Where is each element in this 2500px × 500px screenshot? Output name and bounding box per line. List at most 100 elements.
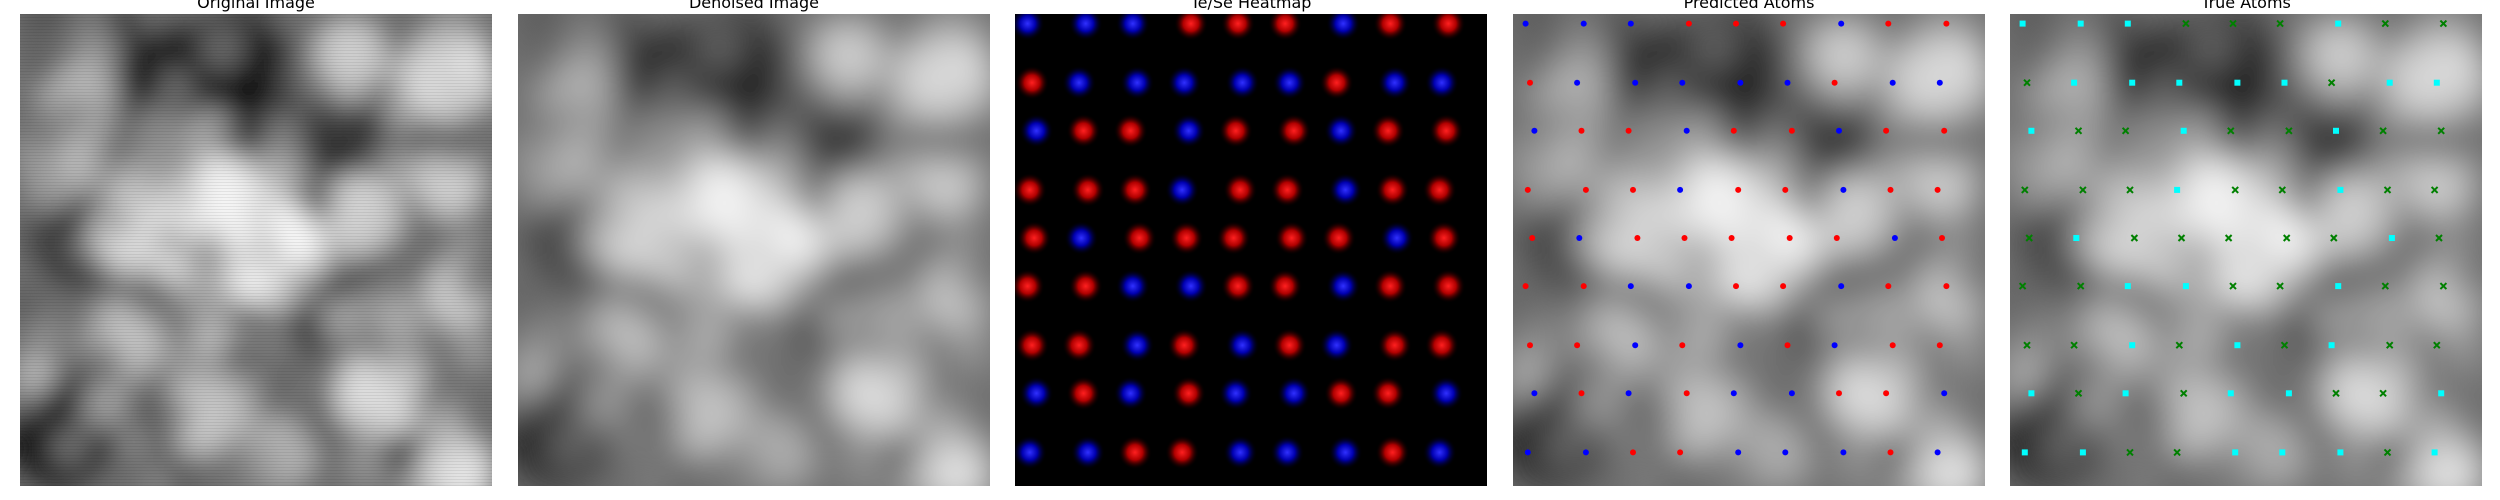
se-heatmap-blob xyxy=(1223,435,1258,470)
true-te-atom xyxy=(2019,20,2026,27)
predicted-te-atom xyxy=(1681,235,1688,241)
true-te-atom xyxy=(2071,79,2078,86)
predicted-te-atom xyxy=(1780,283,1787,290)
te-heatmap-blob xyxy=(1122,221,1157,255)
predicted-te-atom xyxy=(1529,235,1536,241)
predicted-te-atom xyxy=(1782,186,1789,193)
predicted-te-atom xyxy=(1630,186,1636,193)
true-te-atom xyxy=(2122,390,2129,397)
predicted-se-atom xyxy=(1934,449,1941,456)
predicted-te-atom xyxy=(1786,235,1793,241)
predicted-se-atom xyxy=(1632,342,1639,349)
true-se-atom xyxy=(2229,282,2237,290)
predicted-te-atom xyxy=(1887,186,1894,193)
true-se-atom xyxy=(2280,341,2289,349)
predicted-te-atom xyxy=(1784,342,1791,349)
se-heatmap-blob xyxy=(1329,483,1348,486)
predicted-se-atom xyxy=(1936,79,1943,86)
te-heatmap-blob xyxy=(1268,269,1303,304)
true-se-atom xyxy=(2126,448,2134,457)
panel-predicted-atoms: Predicted Atoms xyxy=(1513,0,1985,500)
se-heatmap-blob xyxy=(1171,113,1206,148)
predicted-te-atom xyxy=(1887,449,1894,456)
panel-title: Original Image xyxy=(197,0,315,12)
te-heatmap-blob xyxy=(1371,113,1406,148)
te-heatmap-blob xyxy=(1070,172,1105,207)
true-te-atom xyxy=(2124,283,2131,290)
se-heatmap-blob xyxy=(1113,376,1148,411)
te-heatmap-blob xyxy=(1066,376,1101,411)
se-heatmap-blob xyxy=(1272,65,1307,100)
predicted-atoms-image xyxy=(1513,14,1985,486)
te-heatmap-blob xyxy=(1218,113,1253,148)
predicted-te-atom xyxy=(1677,449,1684,456)
se-heatmap-blob xyxy=(1328,435,1363,470)
se-heatmap-blob xyxy=(1177,483,1196,486)
se-heatmap-blob xyxy=(1326,14,1361,41)
se-heatmap-blob xyxy=(1276,376,1311,411)
true-te-atom xyxy=(2077,20,2084,27)
true-se-atom xyxy=(2130,234,2139,242)
te-heatmap-blob xyxy=(1221,269,1255,304)
te-heatmap-blob xyxy=(1118,172,1152,207)
predicted-te-atom xyxy=(1934,186,1941,193)
se-heatmap-blob xyxy=(1064,221,1099,255)
predicted-te-atom xyxy=(1524,186,1531,193)
predicted-se-atom xyxy=(1889,79,1896,86)
se-heatmap-blob xyxy=(1167,65,1202,100)
predicted-se-atom xyxy=(1574,79,1581,86)
true-se-atom xyxy=(2439,19,2448,28)
se-heatmap-blob xyxy=(1165,172,1200,207)
te-heatmap-blob xyxy=(1066,113,1101,148)
predicted-te-atom xyxy=(1943,283,1950,290)
denoised-image xyxy=(518,14,990,486)
te-heatmap-blob xyxy=(1371,376,1406,411)
panel-title: Denoised Image xyxy=(688,0,820,12)
predicted-te-atom xyxy=(1683,390,1690,397)
true-se-atom xyxy=(2282,234,2291,242)
te-heatmap-blob xyxy=(1431,14,1466,41)
predicted-te-atom xyxy=(1780,20,1787,27)
predicted-te-atom xyxy=(1527,79,1533,86)
true-te-atom xyxy=(2073,235,2080,241)
panel-title: Te/Se Heatmap xyxy=(1190,0,1312,12)
se-heatmap-blob xyxy=(1019,113,1054,148)
se-heatmap-blob xyxy=(1019,376,1054,411)
te-heatmap-blob xyxy=(1216,221,1251,255)
true-se-atom xyxy=(2379,389,2387,398)
true-te-atom xyxy=(2285,390,2292,397)
true-te-atom xyxy=(2182,283,2189,290)
predicted-te-atom xyxy=(1936,342,1943,349)
te-heatmap-blob xyxy=(1113,113,1148,148)
se-heatmap-blob xyxy=(1270,435,1305,470)
te-se-heatmap xyxy=(1015,14,1487,486)
predicted-se-atom xyxy=(1679,79,1686,86)
se-heatmap-blob xyxy=(1225,65,1260,100)
te-heatmap-blob xyxy=(1272,328,1307,363)
true-se-atom xyxy=(2439,282,2448,290)
predicted-se-atom xyxy=(1531,390,1538,397)
te-heatmap-blob xyxy=(1431,269,1466,304)
true-te-atom xyxy=(2388,235,2395,241)
true-se-atom xyxy=(2231,186,2239,194)
predicted-te-atom xyxy=(1574,342,1581,349)
true-te-atom xyxy=(2328,342,2335,349)
true-se-atom xyxy=(2224,234,2233,242)
te-heatmap-blob xyxy=(1274,221,1309,255)
se-heatmap-blob xyxy=(1130,483,1149,486)
predicted-te-atom xyxy=(1939,235,1945,241)
predicted-se-atom xyxy=(1788,390,1795,397)
te-heatmap-blob xyxy=(1015,65,1049,100)
true-te-atom xyxy=(2433,79,2440,86)
true-te-atom xyxy=(2129,342,2136,349)
se-heatmap-blob xyxy=(1377,65,1412,100)
true-se-atom xyxy=(2121,127,2130,135)
predicted-te-atom xyxy=(1730,127,1737,134)
true-te-atom xyxy=(2176,79,2183,86)
predicted-te-atom xyxy=(1527,342,1533,349)
predicted-se-atom xyxy=(1737,342,1744,349)
te-heatmap-blob xyxy=(1276,113,1311,148)
se-heatmap-blob xyxy=(1324,113,1358,148)
te-heatmap-blob xyxy=(1424,328,1459,363)
true-se-atom xyxy=(2173,448,2181,457)
